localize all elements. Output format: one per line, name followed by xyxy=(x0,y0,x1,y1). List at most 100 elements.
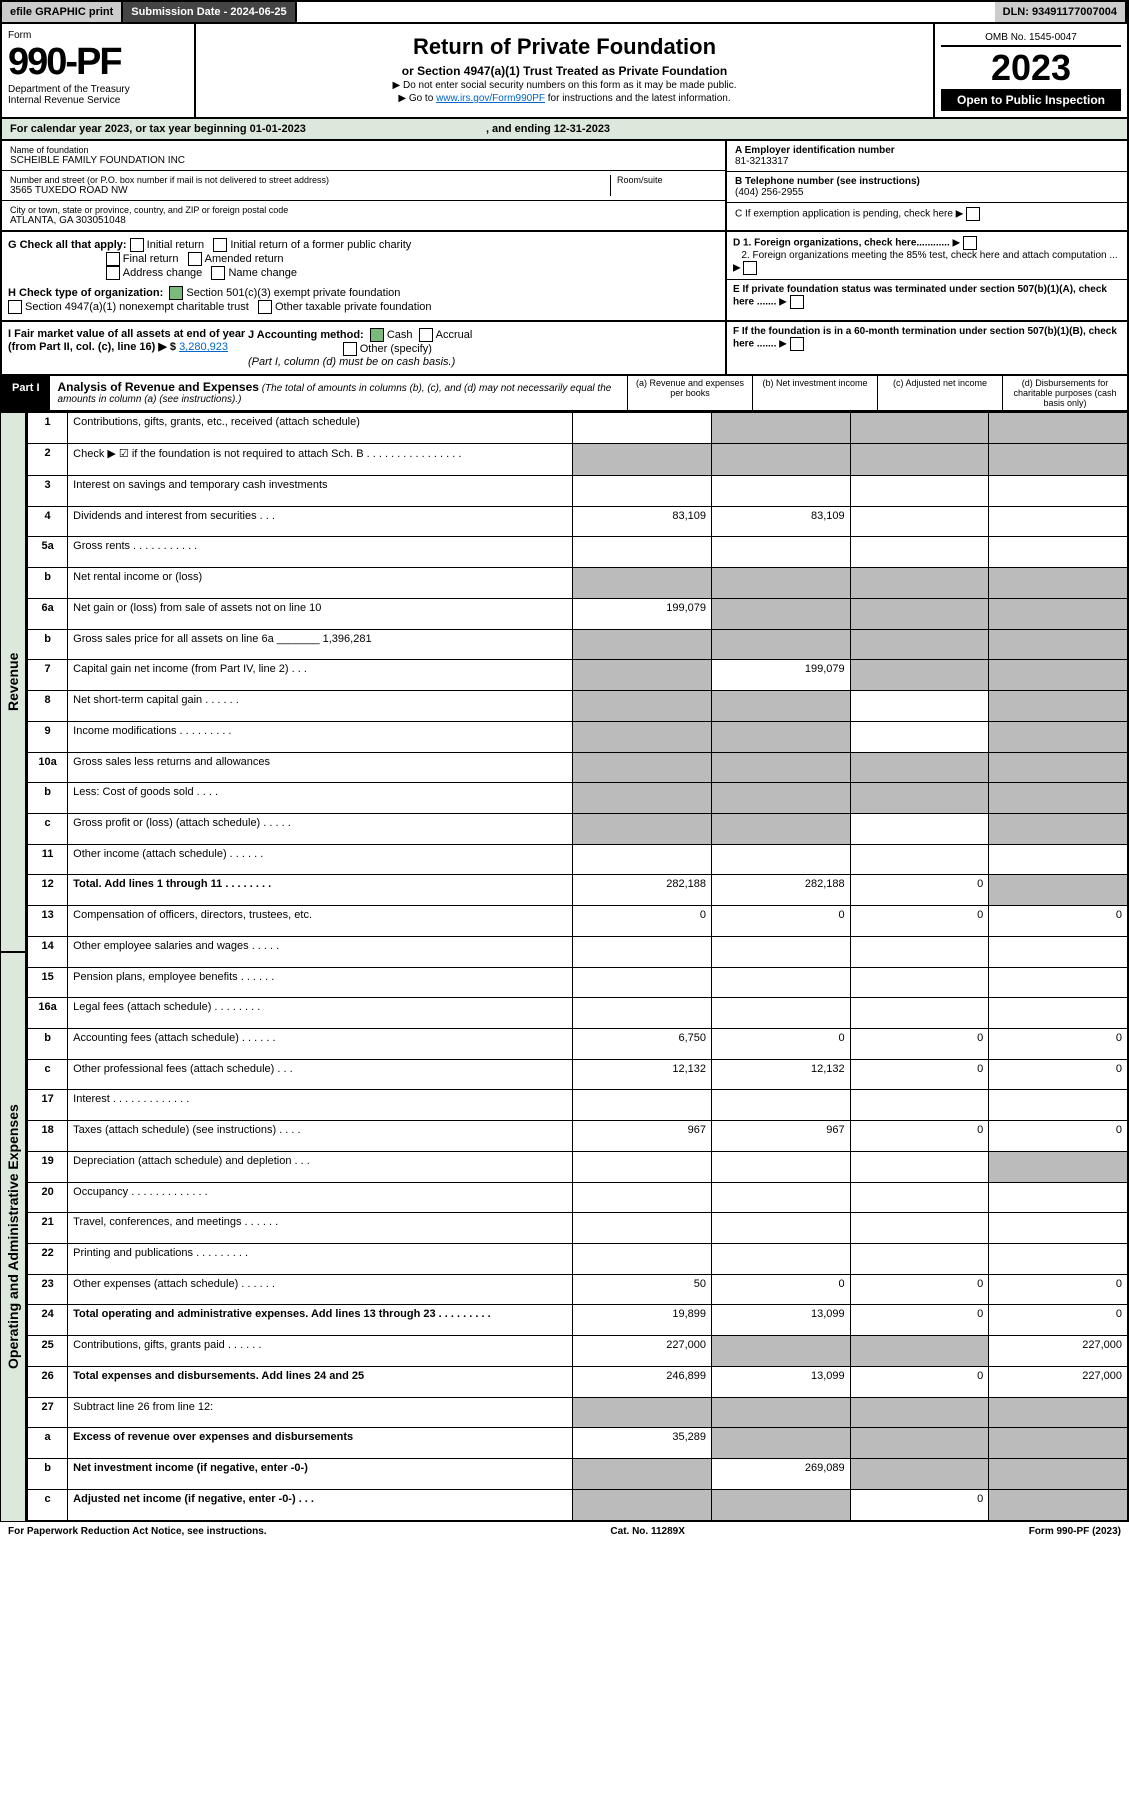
col-b-header: (b) Net investment income xyxy=(752,376,877,410)
table-row: 18Taxes (attach schedule) (see instructi… xyxy=(27,1121,1128,1152)
table-row: bGross sales price for all assets on lin… xyxy=(27,629,1128,660)
part1-label: Part I xyxy=(2,376,50,410)
form-number: 990-PF xyxy=(8,41,188,84)
irs-label: Internal Revenue Service xyxy=(8,95,188,106)
checkbox-other-tax[interactable] xyxy=(258,300,272,314)
irs-link[interactable]: www.irs.gov/Form990PF xyxy=(436,93,545,104)
table-row: 12Total. Add lines 1 through 11 . . . . … xyxy=(27,875,1128,906)
table-row: 22Printing and publications . . . . . . … xyxy=(27,1244,1128,1275)
table-row: 26Total expenses and disbursements. Add … xyxy=(27,1366,1128,1397)
phone-label: B Telephone number (see instructions) xyxy=(735,176,920,187)
expenses-label: Operating and Administrative Expenses xyxy=(0,952,26,1522)
table-row: 9Income modifications . . . . . . . . . xyxy=(27,721,1128,752)
table-row: 24Total operating and administrative exp… xyxy=(27,1305,1128,1336)
dept-label: Department of the Treasury xyxy=(8,84,188,95)
phone: (404) 256-2955 xyxy=(735,187,1119,198)
checkbox-e[interactable] xyxy=(790,295,804,309)
form-subtitle: or Section 4947(a)(1) Trust Treated as P… xyxy=(202,64,927,78)
part1-desc: Analysis of Revenue and Expenses (The to… xyxy=(50,376,627,410)
form-label: Form xyxy=(8,30,188,41)
table-row: bLess: Cost of goods sold . . . . xyxy=(27,783,1128,814)
addr-label: Number and street (or P.O. box number if… xyxy=(10,175,610,185)
name-label: Name of foundation xyxy=(10,145,717,155)
table-row: 25Contributions, gifts, grants paid . . … xyxy=(27,1336,1128,1367)
fmv-value[interactable]: 3,280,923 xyxy=(179,341,228,353)
city-state-zip: ATLANTA, GA 303051048 xyxy=(10,215,717,226)
footer-left: For Paperwork Reduction Act Notice, see … xyxy=(8,1526,267,1537)
checkbox-4947[interactable] xyxy=(8,300,22,314)
submission-date: Submission Date - 2024-06-25 xyxy=(123,2,296,22)
room-label: Room/suite xyxy=(617,175,717,185)
checkbox-f[interactable] xyxy=(790,337,804,351)
checkbox-former[interactable] xyxy=(213,238,227,252)
table-row: cOther professional fees (attach schedul… xyxy=(27,1059,1128,1090)
e-terminated: E If private foundation status was termi… xyxy=(727,280,1127,313)
checkbox-501c3[interactable] xyxy=(169,286,183,300)
table-row: 15Pension plans, employee benefits . . .… xyxy=(27,967,1128,998)
table-row: 6aNet gain or (loss) from sale of assets… xyxy=(27,598,1128,629)
note-link: ▶ Go to www.irs.gov/Form990PF for instru… xyxy=(204,93,925,104)
table-row: 10aGross sales less returns and allowanc… xyxy=(27,752,1128,783)
table-row: 23Other expenses (attach schedule) . . .… xyxy=(27,1274,1128,1305)
checkbox-addr[interactable] xyxy=(106,266,120,280)
table-row: 1Contributions, gifts, grants, etc., rec… xyxy=(27,413,1128,444)
section-j: J Accounting method: Cash Accrual Other … xyxy=(248,328,719,368)
table-row: 21Travel, conferences, and meetings . . … xyxy=(27,1213,1128,1244)
efile-label[interactable]: efile GRAPHIC print xyxy=(2,2,123,22)
section-g: G Check all that apply: Initial return I… xyxy=(8,238,719,280)
top-bar: efile GRAPHIC print Submission Date - 20… xyxy=(0,0,1129,24)
revenue-label: Revenue xyxy=(0,412,26,952)
checkbox-d2[interactable] xyxy=(743,261,757,275)
omb-number: OMB No. 1545-0047 xyxy=(941,30,1121,47)
footer-right: Form 990-PF (2023) xyxy=(1029,1526,1121,1537)
table-row: 13Compensation of officers, directors, t… xyxy=(27,906,1128,937)
table-row: 4Dividends and interest from securities … xyxy=(27,506,1128,537)
table-row: 7Capital gain net income (from Part IV, … xyxy=(27,660,1128,691)
table-row: 5aGross rents . . . . . . . . . . . xyxy=(27,537,1128,568)
table-row: 11Other income (attach schedule) . . . .… xyxy=(27,844,1128,875)
checkbox-cash[interactable] xyxy=(370,328,384,342)
section-i: I Fair market value of all assets at end… xyxy=(8,328,248,368)
col-d-header: (d) Disbursements for charitable purpose… xyxy=(1002,376,1127,410)
main-table: 1Contributions, gifts, grants, etc., rec… xyxy=(26,412,1129,1522)
city-label: City or town, state or province, country… xyxy=(10,205,717,215)
form-header: Form 990-PF Department of the Treasury I… xyxy=(0,24,1129,119)
checkbox-amended[interactable] xyxy=(188,252,202,266)
ein: 81-3213317 xyxy=(735,156,1119,167)
open-inspection: Open to Public Inspection xyxy=(941,89,1121,111)
col-c-header: (c) Adjusted net income xyxy=(877,376,1002,410)
table-row: 3Interest on savings and temporary cash … xyxy=(27,476,1128,507)
table-row: bAccounting fees (attach schedule) . . .… xyxy=(27,1028,1128,1059)
checkbox-final[interactable] xyxy=(106,252,120,266)
checkbox-other-method[interactable] xyxy=(343,342,357,356)
address: 3565 TUXEDO ROAD NW xyxy=(10,185,610,196)
table-row: bNet rental income or (loss) xyxy=(27,568,1128,599)
table-row: bNet investment income (if negative, ent… xyxy=(27,1459,1128,1490)
calendar-year-row: For calendar year 2023, or tax year begi… xyxy=(0,119,1129,141)
f-termination: F If the foundation is in a 60-month ter… xyxy=(727,322,1127,355)
table-row: 19Depreciation (attach schedule) and dep… xyxy=(27,1151,1128,1182)
checkbox-initial[interactable] xyxy=(130,238,144,252)
foundation-name: SCHEIBLE FAMILY FOUNDATION INC xyxy=(10,155,717,166)
table-row: 16aLegal fees (attach schedule) . . . . … xyxy=(27,998,1128,1029)
form-title: Return of Private Foundation xyxy=(202,34,927,60)
table-row: 17Interest . . . . . . . . . . . . . xyxy=(27,1090,1128,1121)
checkbox-name[interactable] xyxy=(211,266,225,280)
section-h: H Check type of organization: Section 50… xyxy=(8,286,719,314)
checkbox-accrual[interactable] xyxy=(419,328,433,342)
table-row: 14Other employee salaries and wages . . … xyxy=(27,936,1128,967)
checkbox-c[interactable] xyxy=(966,207,980,221)
table-row: cGross profit or (loss) (attach schedule… xyxy=(27,813,1128,844)
table-row: 27Subtract line 26 from line 12: xyxy=(27,1397,1128,1428)
tax-year: 2023 xyxy=(941,47,1121,89)
note-ssn: ▶ Do not enter social security numbers o… xyxy=(204,80,925,91)
exemption-pending: C If exemption application is pending, c… xyxy=(735,209,953,220)
dln: DLN: 93491177007004 xyxy=(995,2,1127,22)
table-row: cAdjusted net income (if negative, enter… xyxy=(27,1489,1128,1521)
table-row: 8Net short-term capital gain . . . . . . xyxy=(27,691,1128,722)
checkbox-d1[interactable] xyxy=(963,236,977,250)
ein-label: A Employer identification number xyxy=(735,145,895,156)
footer-mid: Cat. No. 11289X xyxy=(610,1526,684,1537)
d1-foreign: D 1. Foreign organizations, check here..… xyxy=(727,232,1127,280)
col-a-header: (a) Revenue and expenses per books xyxy=(627,376,752,410)
